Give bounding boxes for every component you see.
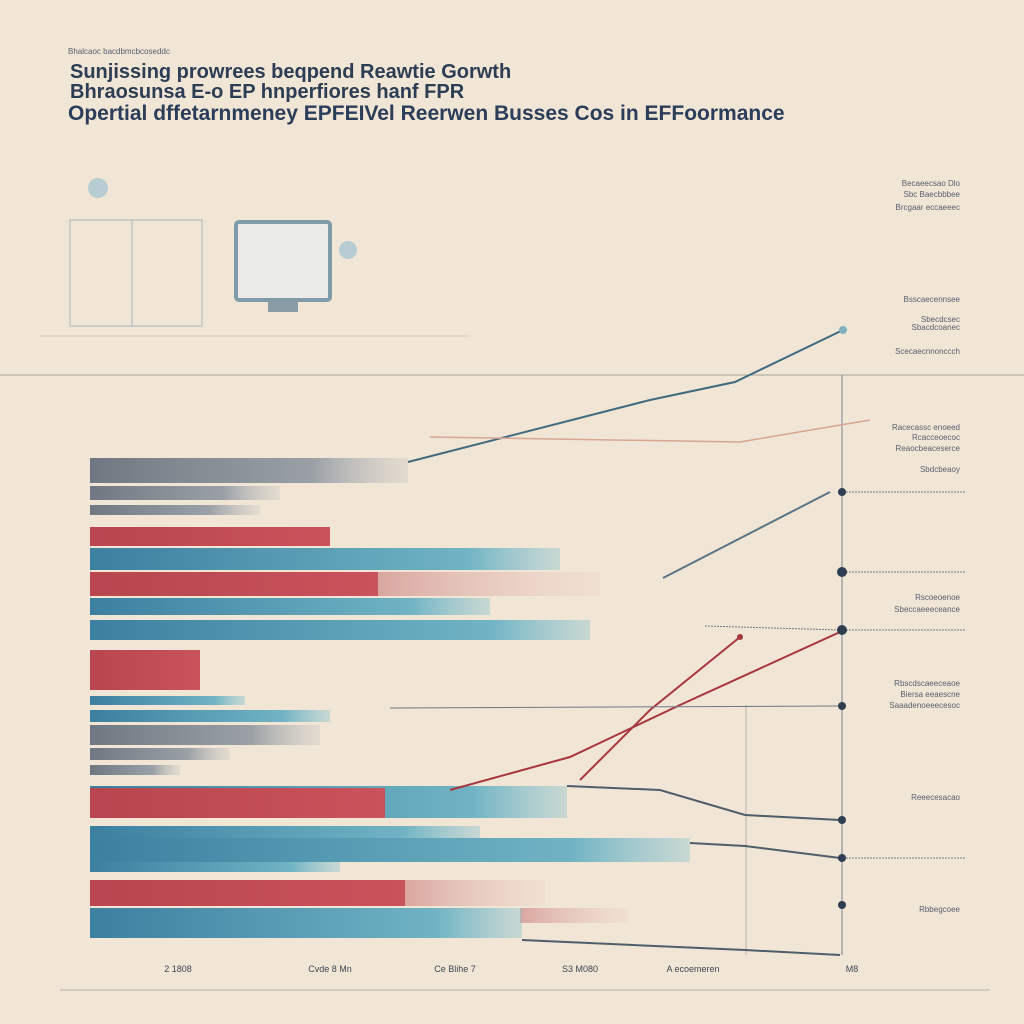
bar bbox=[90, 650, 200, 690]
illustration bbox=[40, 178, 470, 337]
bar bbox=[405, 880, 545, 906]
bar bbox=[90, 505, 260, 515]
bar bbox=[90, 748, 230, 760]
side-label: Saaadenoeeecesoc bbox=[889, 701, 960, 710]
bars bbox=[90, 458, 690, 938]
title: Sunjissing prowrees beqpend Reawtie Gorw… bbox=[70, 61, 511, 83]
marker bbox=[839, 326, 847, 334]
bar bbox=[90, 458, 408, 483]
line bbox=[704, 625, 965, 631]
marker bbox=[838, 901, 846, 909]
side-label: Sbacdcoanec bbox=[912, 323, 960, 332]
side-label: Sbeccaeeeceance bbox=[894, 605, 960, 614]
header: Bhalcaoc bacdbmcbcoseddc Sunjissing prow… bbox=[68, 47, 785, 125]
bar bbox=[90, 725, 320, 745]
marker bbox=[838, 816, 846, 824]
marker bbox=[837, 567, 847, 577]
side-label: Becaeecsao Dlo bbox=[902, 179, 961, 188]
line bbox=[689, 842, 841, 859]
bar bbox=[90, 620, 590, 640]
bar bbox=[90, 527, 330, 546]
axis-label: Ce Blihe 7 bbox=[434, 964, 476, 974]
monitor-icon bbox=[234, 220, 332, 302]
side-label: Rscoeoenoe bbox=[915, 593, 960, 602]
side-label: Racecassc enoeed bbox=[892, 423, 960, 432]
line bbox=[662, 491, 831, 579]
bar bbox=[90, 710, 330, 722]
lines bbox=[389, 329, 965, 956]
bottom-labels: 2 1808 Cvde 8 Mn Ce Blihe 7 S3 M080 A ecoeme… bbox=[164, 964, 858, 974]
markers bbox=[737, 326, 847, 909]
bar bbox=[90, 598, 490, 615]
bar bbox=[90, 788, 385, 818]
line bbox=[449, 631, 841, 791]
line bbox=[429, 419, 871, 443]
side-label: Sbecdcsec bbox=[921, 315, 960, 324]
axis-label: 2 1808 bbox=[164, 964, 192, 974]
side-label: Biersa eeaescne bbox=[900, 690, 960, 699]
axis-label: S3 M080 bbox=[562, 964, 598, 974]
title: Opertial dffetarnmeney EPFEIVel Reerwen … bbox=[68, 102, 785, 125]
marker bbox=[838, 488, 846, 496]
kicker: Bhalcaoc bacdbmcbcoseddc bbox=[68, 47, 170, 56]
marker bbox=[838, 702, 846, 710]
bar bbox=[520, 908, 628, 923]
bar bbox=[90, 908, 522, 938]
line bbox=[407, 329, 844, 463]
axis-label: Cvde 8 Mn bbox=[308, 964, 352, 974]
bar bbox=[90, 765, 180, 775]
marker bbox=[737, 634, 743, 640]
bar bbox=[90, 696, 245, 705]
bar bbox=[90, 880, 405, 906]
side-label: Reaocbeaceserce bbox=[896, 444, 961, 453]
document-icon bbox=[69, 219, 203, 327]
bar bbox=[378, 572, 600, 596]
side-label: Sbc Baecbbbee bbox=[904, 190, 961, 199]
axis-label: A ecoemeren bbox=[666, 964, 719, 974]
bar bbox=[90, 862, 340, 872]
right-labels: Becaeecsao Dlo Sbc Baecbbbee Brcgaar eccae… bbox=[889, 179, 960, 914]
line bbox=[521, 939, 841, 956]
bar bbox=[90, 486, 280, 500]
marker bbox=[838, 854, 846, 862]
marker bbox=[837, 625, 847, 635]
side-label: Brcgaar eccaeeec bbox=[896, 203, 960, 212]
axis-label: M8 bbox=[846, 964, 859, 974]
bar bbox=[90, 572, 378, 596]
line bbox=[566, 785, 841, 821]
side-label: Reeecesacao bbox=[911, 793, 960, 802]
line bbox=[579, 636, 741, 781]
bar bbox=[90, 548, 560, 570]
monitor-stand bbox=[268, 300, 298, 312]
dot-icon bbox=[339, 241, 357, 259]
side-label: Sbdcbeaoy bbox=[920, 465, 960, 474]
dot-icon bbox=[88, 178, 108, 198]
line bbox=[389, 705, 841, 709]
title: Bhraosunsa E-o EP hnperfiores hanf FPR bbox=[70, 81, 465, 103]
side-label: Scecaecnnonccch bbox=[895, 347, 960, 356]
side-label: Rbbegcoee bbox=[919, 905, 960, 914]
bar bbox=[90, 826, 480, 838]
bar bbox=[90, 838, 690, 862]
side-label: Bsscaecennsee bbox=[904, 295, 961, 304]
side-label: Rbscdscaeeceaoe bbox=[894, 679, 960, 688]
side-label: Rcacceoecoc bbox=[912, 433, 960, 442]
